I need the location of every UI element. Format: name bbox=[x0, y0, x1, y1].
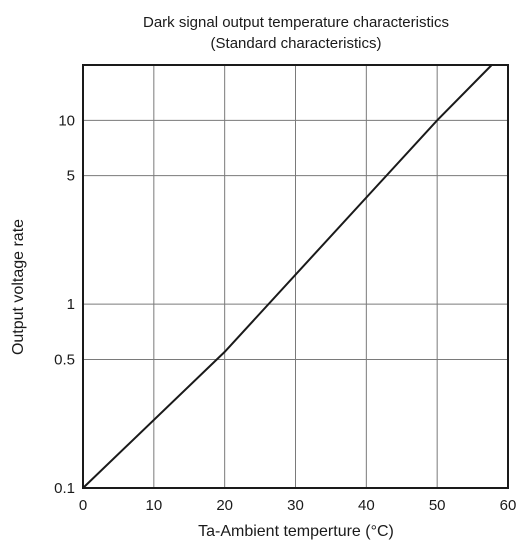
chart-subtitle: (Standard characteristics) bbox=[211, 35, 382, 52]
x-tick-label: 50 bbox=[429, 497, 446, 514]
y-axis-label: Output voltage rate bbox=[10, 219, 27, 355]
y-tick-label: 1 bbox=[67, 296, 75, 313]
x-tick-label: 0 bbox=[79, 497, 87, 514]
x-tick-label: 10 bbox=[145, 497, 162, 514]
plot-frame bbox=[82, 64, 509, 489]
grid bbox=[83, 65, 508, 488]
x-tick-label: 30 bbox=[287, 497, 304, 514]
series-line bbox=[82, 64, 493, 489]
chart-title: Dark signal output temperature character… bbox=[143, 14, 449, 31]
x-tick-label: 60 bbox=[500, 497, 517, 514]
y-axis-ticks: 0.1 0.5 1 5 10 bbox=[54, 112, 75, 497]
x-tick-label: 20 bbox=[216, 497, 233, 514]
y-tick-label: 0.1 bbox=[54, 480, 75, 497]
x-tick-label: 40 bbox=[358, 497, 375, 514]
y-tick-label: 10 bbox=[58, 112, 75, 129]
series-layer bbox=[82, 64, 493, 489]
y-tick-label: 5 bbox=[67, 168, 75, 185]
x-axis-label: Ta-Ambient temperture (°C) bbox=[198, 523, 394, 540]
x-axis-ticks: 0 10 20 30 40 50 60 bbox=[79, 497, 517, 514]
y-tick-label: 0.5 bbox=[54, 352, 75, 369]
